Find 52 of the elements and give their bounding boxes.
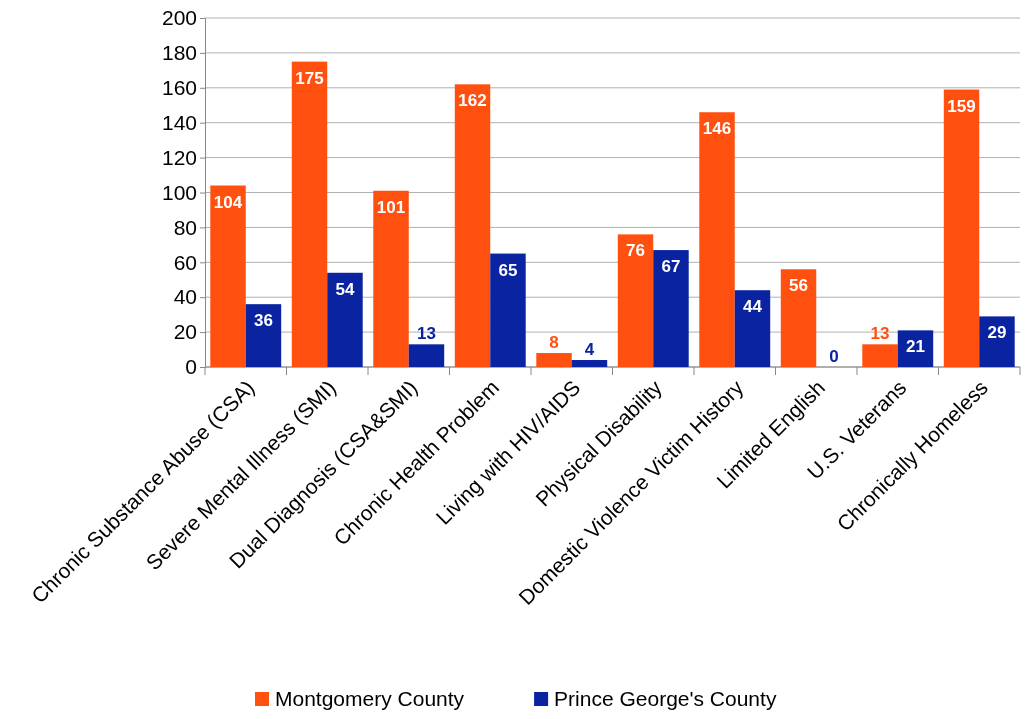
- y-tick-label: 60: [173, 250, 197, 274]
- y-tick-label: 40: [173, 285, 197, 309]
- legend-label: Montgomery County: [275, 687, 465, 710]
- bar: [408, 344, 445, 367]
- bar: [490, 253, 526, 367]
- bar: [536, 353, 572, 367]
- data-label: 21: [906, 337, 925, 357]
- y-tick-label: 140: [161, 110, 197, 134]
- data-label: 8: [549, 333, 559, 353]
- y-tick-label: 120: [161, 145, 197, 169]
- bar: [734, 290, 771, 367]
- data-label: 54: [335, 279, 355, 299]
- data-label: 162: [458, 91, 487, 111]
- bar: [653, 250, 689, 367]
- legend-label: Prince George's County: [554, 687, 777, 710]
- data-label: 146: [702, 119, 732, 139]
- bar: [897, 330, 934, 367]
- bar: [617, 234, 654, 367]
- data-label: 104: [213, 192, 243, 212]
- data-label: 65: [498, 260, 518, 280]
- bar: [862, 344, 898, 367]
- bar: [571, 360, 608, 367]
- data-label: 4: [584, 340, 595, 360]
- data-label: 0: [829, 347, 839, 366]
- y-tick-label: 100: [161, 180, 197, 204]
- data-label: 76: [626, 241, 645, 261]
- data-label: 13: [417, 324, 436, 344]
- data-label: 175: [295, 68, 324, 88]
- bar: [943, 89, 980, 367]
- bar: [291, 61, 328, 367]
- bar: [327, 272, 363, 367]
- data-label: 159: [947, 96, 976, 116]
- bar: [454, 84, 491, 367]
- data-label: 13: [870, 324, 890, 344]
- bar: [210, 185, 246, 367]
- y-tick-label: 0: [185, 355, 197, 379]
- data-label: 36: [254, 311, 273, 331]
- data-label: 101: [376, 197, 406, 217]
- data-label: 67: [661, 257, 681, 277]
- data-label: 56: [789, 276, 808, 296]
- bar: [373, 190, 409, 367]
- bar: [699, 112, 735, 367]
- bar: [979, 316, 1015, 367]
- data-label: 29: [987, 323, 1007, 343]
- data-label: 44: [743, 297, 763, 317]
- y-tick-label: 200: [161, 6, 197, 30]
- y-tick-label: 180: [161, 41, 197, 65]
- y-tick-label: 160: [161, 76, 197, 100]
- bar: [245, 304, 282, 367]
- bar: [780, 269, 817, 367]
- y-tick-label: 80: [173, 215, 197, 239]
- y-tick-label: 20: [173, 320, 197, 344]
